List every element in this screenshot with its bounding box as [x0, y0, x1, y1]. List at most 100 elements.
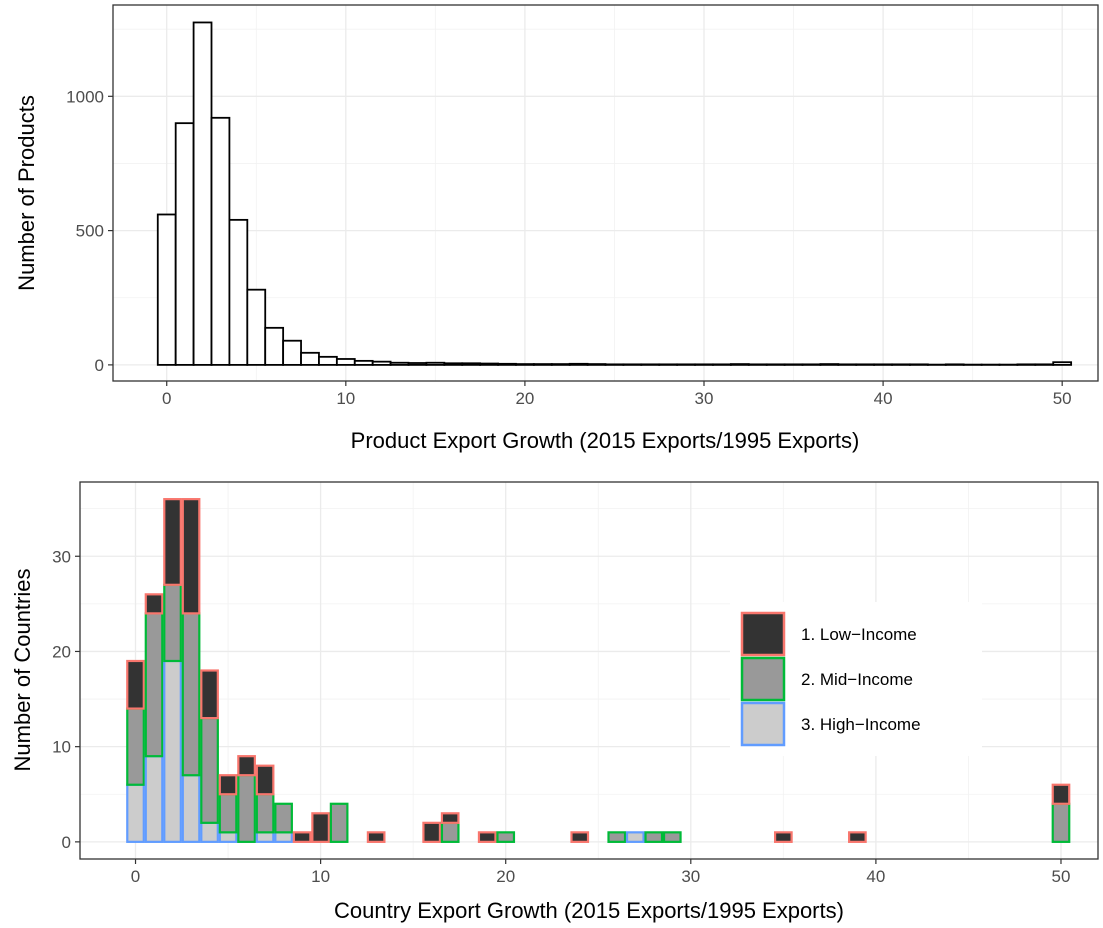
histogram-bar: [515, 363, 535, 366]
bar-segment-mid-income: [200, 717, 219, 824]
histogram-bar: [783, 363, 804, 366]
histogram-bar: [550, 363, 571, 366]
legend-key-high-income: [740, 701, 786, 747]
y-tick-label: 0: [95, 356, 104, 375]
legend-key-mid-income: [740, 656, 786, 702]
y-tick-label: 30: [52, 547, 71, 566]
legend-label-mid-income: 2. Mid−Income: [801, 670, 913, 689]
histogram-bar: [497, 362, 517, 366]
histogram-bar: [228, 218, 249, 366]
bar-segment-low-income: [237, 755, 256, 777]
histogram-bar: [174, 122, 195, 366]
bar-segment-high-income: [625, 831, 645, 843]
histogram-bar: [747, 363, 768, 366]
x-tick-label: 30: [695, 389, 714, 408]
histogram-bar: [532, 363, 553, 366]
x-tick-label: 40: [874, 389, 893, 408]
histogram-bar: [819, 363, 840, 366]
bar-segment-high-income: [274, 831, 293, 843]
histogram-bar: [891, 363, 911, 366]
bar-segment-mid-income: [644, 831, 664, 843]
x-axis-title: Product Export Growth (2015 Exports/1995…: [351, 428, 860, 453]
y-tick-label: 20: [52, 642, 71, 661]
histogram-bar: [676, 363, 696, 366]
histogram-bar: [443, 362, 464, 366]
x-tick-label: 40: [866, 867, 885, 886]
bar-segment-mid-income: [496, 831, 516, 843]
histogram-bar: [425, 361, 446, 366]
y-tick-label: 0: [62, 833, 71, 852]
histogram-bar: [765, 363, 786, 366]
histogram-bar: [622, 363, 643, 366]
bar-segment-high-income: [181, 774, 201, 843]
x-axis-title: Country Export Growth (2015 Exports/1995…: [334, 898, 844, 923]
panel-border: [112, 4, 1099, 382]
bar-segment-high-income: [200, 821, 219, 843]
histogram-bar: [944, 363, 965, 366]
bar-segment-mid-income: [126, 707, 145, 786]
legend-label-low-income: 1. Low−Income: [801, 625, 917, 644]
bar-segment-low-income: [366, 831, 386, 843]
y-tick-label: 500: [76, 222, 104, 241]
histogram-bar: [568, 362, 589, 366]
histogram-bar: [640, 363, 661, 366]
bar-segment-low-income: [163, 498, 182, 586]
bar-segment-low-income: [311, 812, 330, 843]
legend-label-high-income: 3. High−Income: [801, 715, 921, 734]
histogram-bar: [712, 363, 732, 366]
bar-segment-low-income: [570, 831, 590, 843]
bar-segment-mid-income: [607, 831, 627, 843]
bar-segment-high-income: [163, 659, 182, 843]
y-axis-title: Number of Countries: [10, 569, 35, 772]
bar-segment-low-income: [200, 669, 219, 720]
bar-segment-mid-income: [1051, 802, 1071, 843]
histogram-bar: [855, 363, 876, 366]
legend-item-high-income: 3. High−Income: [740, 701, 921, 747]
bar-segment-mid-income: [329, 802, 349, 843]
bar-segment-high-income: [255, 831, 275, 843]
histogram-bar: [210, 116, 231, 366]
bar-segment-low-income: [477, 831, 497, 843]
histogram-bar: [729, 363, 750, 366]
x-tick-label: 20: [515, 389, 534, 408]
histogram-bar: [264, 326, 285, 366]
histogram-bar: [282, 339, 302, 366]
bar-segment-low-income: [255, 764, 275, 796]
x-tick-label: 50: [1053, 389, 1072, 408]
histogram-bar: [335, 358, 356, 366]
bar-segment-mid-income: [274, 802, 293, 834]
bar-segment-mid-income: [163, 583, 182, 663]
x-tick-label: 0: [131, 867, 140, 886]
histogram-bar: [909, 363, 929, 366]
bar-segment-mid-income: [237, 774, 256, 843]
histogram-bar: [461, 362, 482, 366]
bar-segment-low-income: [848, 831, 867, 843]
legend: 1. Low−Income 2. Mid−Income 3. High−Inco…: [730, 602, 982, 756]
bar-segment-low-income: [1051, 783, 1071, 805]
x-tick-label: 10: [336, 389, 355, 408]
bar-segment-mid-income: [144, 612, 164, 758]
bar-segment-low-income: [218, 774, 238, 796]
x-tick-label: 0: [162, 389, 171, 408]
panel-border: [79, 481, 1099, 860]
bar-segment-mid-income: [662, 831, 682, 843]
bar-segment-mid-income: [255, 793, 275, 834]
bar-segment-low-income: [126, 659, 145, 710]
histogram-bar: [801, 363, 822, 366]
x-tick-label: 20: [496, 867, 515, 886]
histogram-bar: [192, 21, 213, 366]
histogram-bar: [604, 363, 625, 366]
bar-segment-mid-income: [181, 612, 201, 777]
histogram-bar: [407, 362, 428, 366]
histogram-bar: [246, 288, 267, 366]
bar-segment-low-income: [181, 498, 201, 615]
histogram-bar: [371, 360, 392, 366]
bar-segment-low-income: [144, 593, 164, 615]
histogram-bar: [1034, 363, 1055, 366]
x-tick-label: 50: [1052, 867, 1071, 886]
bar-segment-low-income: [773, 831, 793, 843]
legend-key-low-income: [740, 611, 786, 657]
histogram-bar: [586, 363, 607, 366]
x-tick-label: 30: [681, 867, 700, 886]
